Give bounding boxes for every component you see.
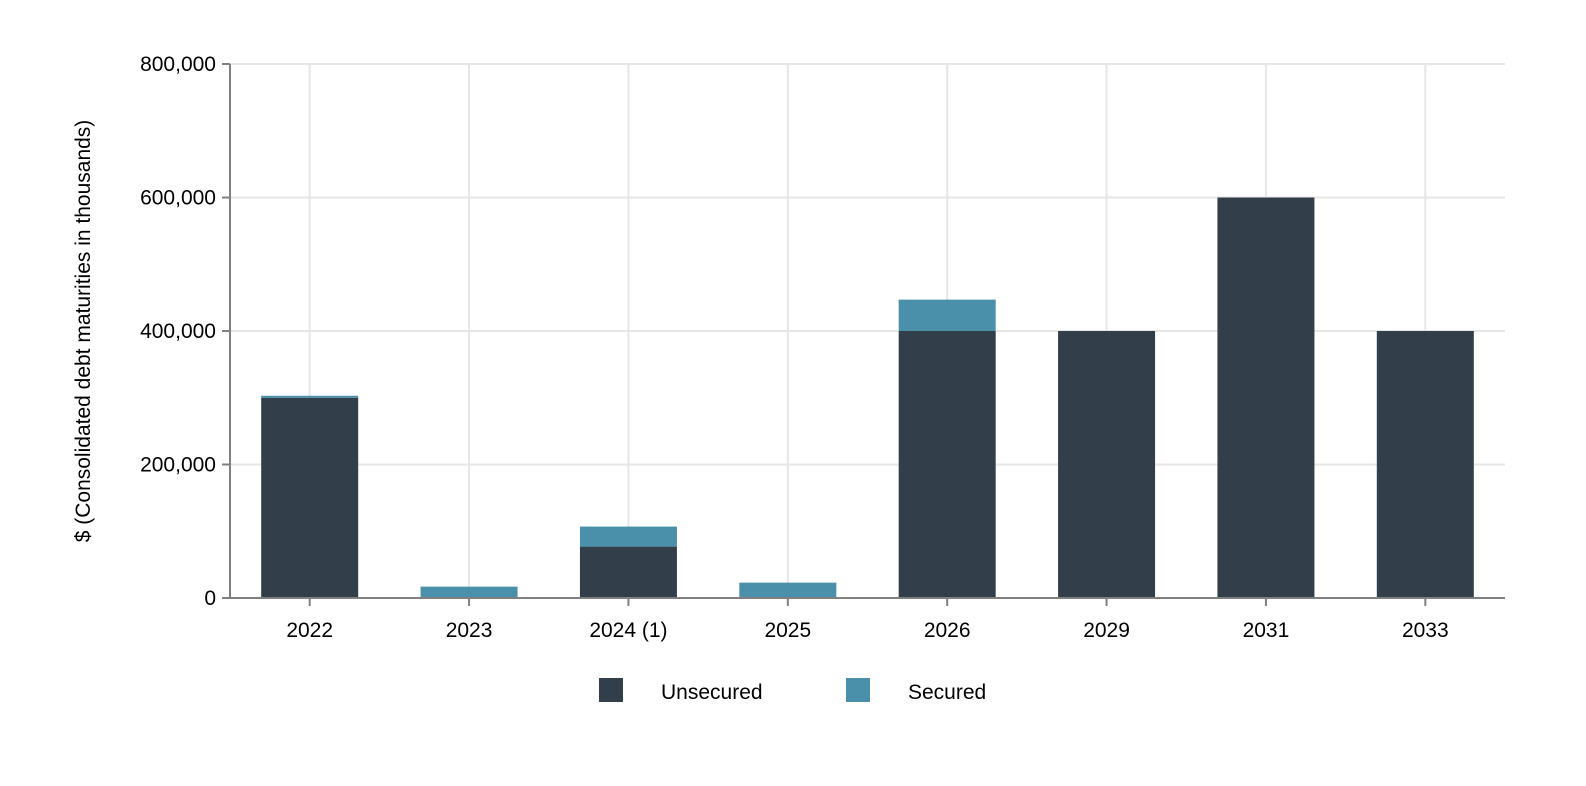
- x-tick-label: 2033: [1402, 619, 1449, 642]
- x-axis-ticks: 2022 2023 2024 (1) 2025 2026 2029 2031 2033: [286, 598, 1449, 642]
- y-tick-label: 400,000: [140, 320, 216, 343]
- x-tick-label: 2031: [1243, 619, 1290, 642]
- x-tick-label: 2022: [286, 619, 333, 642]
- legend-swatch-unsecured: [599, 678, 623, 702]
- bar-unsecured-2024-1: [579, 546, 677, 598]
- legend: Unsecured Secured: [599, 678, 986, 704]
- x-tick-label: 2023: [446, 619, 493, 642]
- bar-secured-2023: [420, 586, 518, 598]
- x-tick-label: 2024 (1): [589, 619, 667, 642]
- bar-unsecured-2033: [1376, 331, 1474, 598]
- bar-secured-2025: [739, 582, 837, 598]
- bar-secured-2022: [261, 395, 359, 398]
- grid-lines: [230, 63, 1505, 598]
- bar-unsecured-2026: [898, 331, 996, 598]
- bar-secured-2024-1: [579, 526, 677, 547]
- y-axis-ticks: 0 200,000 400,000 600,000 800,000: [140, 53, 230, 610]
- bar-unsecured-2031: [1217, 197, 1315, 598]
- x-tick-label: 2025: [764, 619, 811, 642]
- x-tick-label: 2029: [1083, 619, 1130, 642]
- y-tick-label: 800,000: [140, 53, 216, 76]
- legend-label-secured: Secured: [908, 681, 986, 704]
- y-tick-label: 0: [204, 587, 216, 610]
- legend-label-unsecured: Unsecured: [661, 681, 763, 704]
- x-tick-label: 2026: [924, 619, 971, 642]
- bar-unsecured-2029: [1058, 331, 1156, 598]
- bars: [261, 197, 1474, 598]
- bar-unsecured-2022: [261, 397, 359, 598]
- bar-secured-2026: [898, 299, 996, 331]
- legend-swatch-secured: [846, 678, 870, 702]
- y-tick-label: 600,000: [140, 187, 216, 210]
- y-tick-label: 200,000: [140, 454, 216, 477]
- y-axis-title: $ (Consolidated debt maturities in thous…: [72, 120, 95, 543]
